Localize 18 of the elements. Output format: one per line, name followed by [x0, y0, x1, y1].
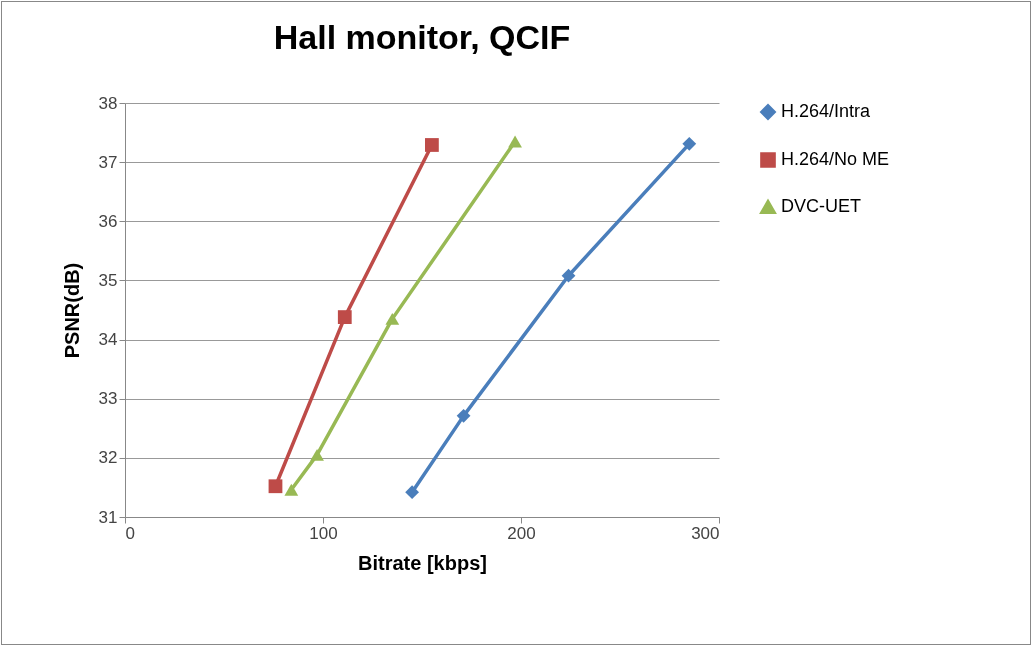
y-axis-title: PSNR(dB)	[60, 262, 83, 359]
legend-label: H.264/Intra	[781, 101, 872, 121]
y-tick-label: 35	[98, 270, 118, 290]
x-tick-label: 100	[309, 523, 338, 543]
x-tick-label: 300	[691, 523, 720, 543]
y-tick-label: 32	[98, 448, 118, 468]
y-tick-label: 34	[98, 330, 118, 350]
y-tick-label: 37	[98, 152, 118, 172]
x-axis-title: Bitrate [kbps]	[358, 551, 487, 574]
y-tick-label: 31	[98, 507, 118, 527]
y-tick-label: 36	[98, 211, 118, 231]
y-tick-label: 33	[98, 389, 118, 409]
y-tick-label: 38	[98, 93, 118, 113]
x-tick-label: 200	[507, 523, 536, 543]
legend-label: DVC-UET	[781, 196, 861, 216]
chart-title: Hall monitor, QCIF	[273, 18, 571, 56]
x-tick-label: 0	[125, 523, 135, 543]
legend-label: H.264/No ME	[781, 149, 890, 169]
